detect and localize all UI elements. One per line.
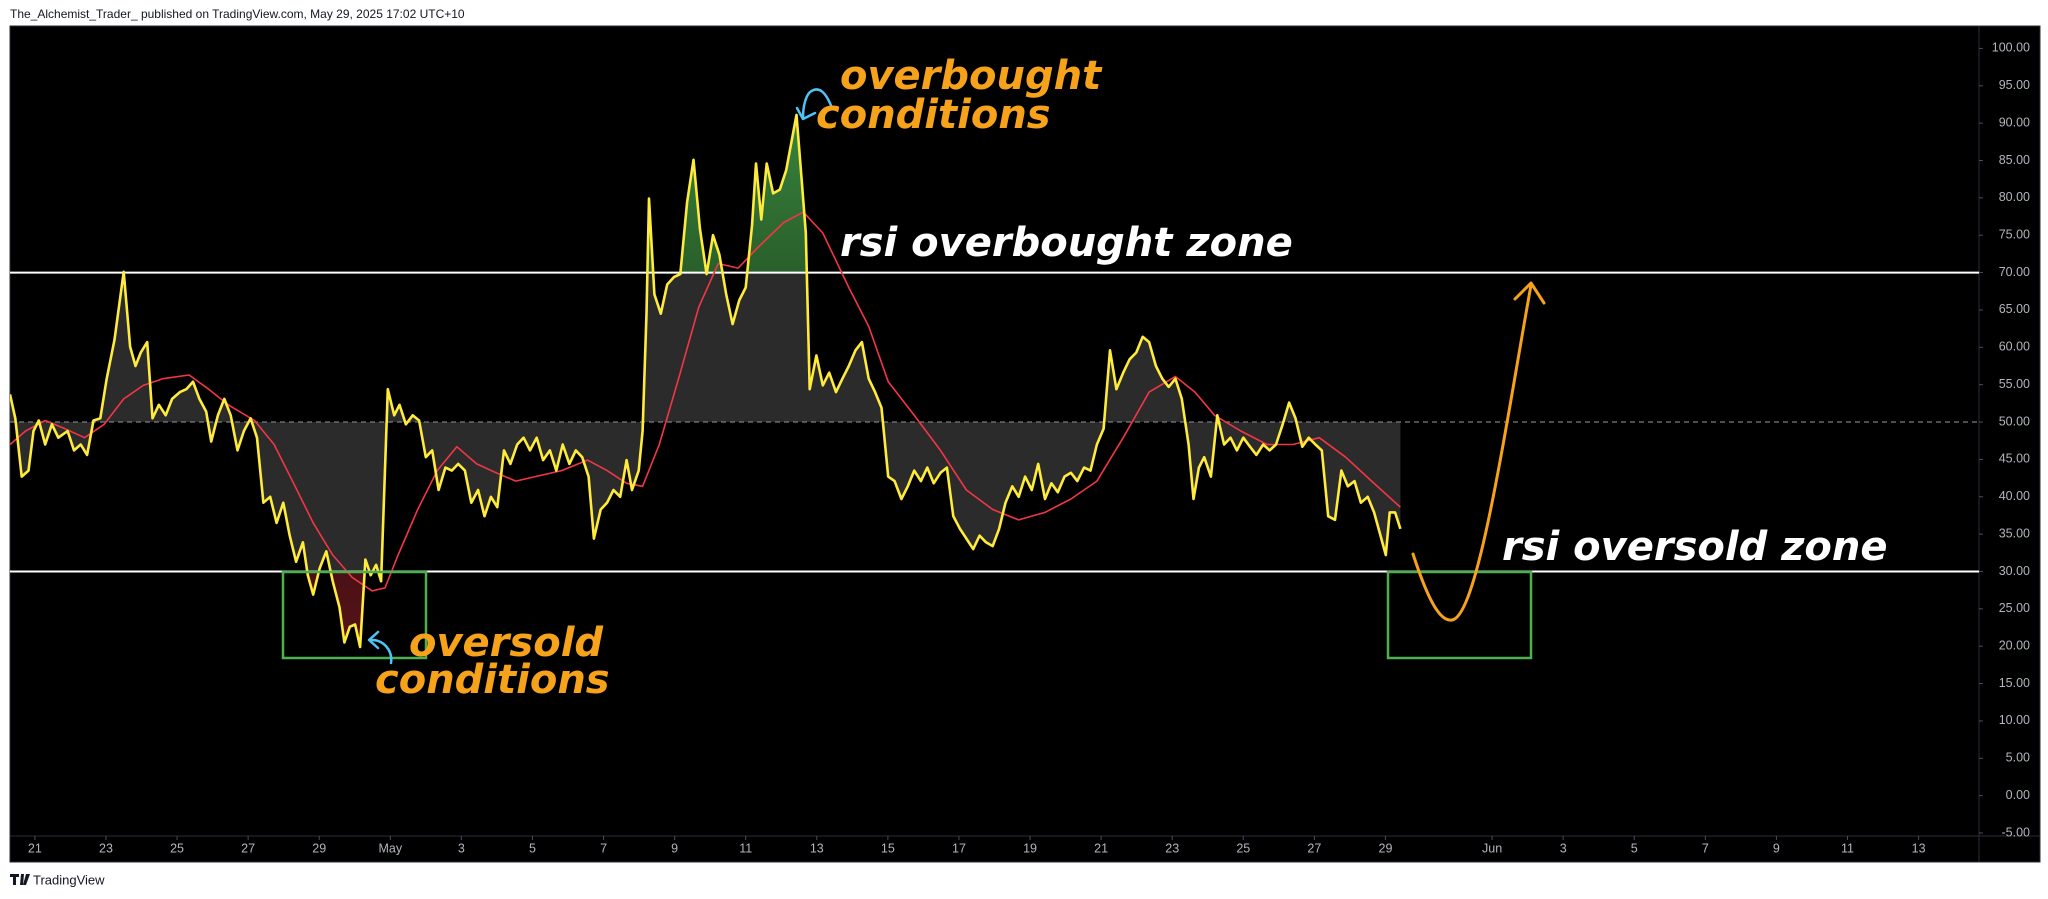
- annotation-text: conditions: [816, 92, 1051, 138]
- x-tick-label: 7: [600, 841, 607, 855]
- y-tick-label: 90.00: [1999, 115, 2030, 129]
- drawings: [281, 88, 1546, 665]
- x-tick-label: 27: [1307, 841, 1321, 855]
- oversold-box: [1386, 570, 1533, 660]
- line-layer: [10, 113, 1402, 649]
- y-tick-label: 45.00: [1999, 452, 2030, 466]
- brand-logo: [10, 874, 30, 885]
- x-tick-label: 25: [170, 841, 184, 855]
- header-text: The_Alchemist_Trader_ published on Tradi…: [10, 7, 465, 21]
- y-tick-label: 30.00: [1999, 564, 2030, 578]
- y-tick-label: 5.00: [2006, 751, 2030, 765]
- x-tick-label: 29: [312, 841, 326, 855]
- x-tick-label: 23: [99, 841, 113, 855]
- y-tick-label: 55.00: [1999, 377, 2030, 391]
- x-tick-label: Jun: [1482, 841, 1502, 855]
- projection-arrow: [1411, 283, 1533, 622]
- y-tick-label: 25.00: [1999, 601, 2030, 615]
- pointer-arrow: [367, 630, 393, 665]
- arrow-head: [1513, 281, 1546, 305]
- y-tick-label: -5.00: [2002, 825, 2031, 839]
- y-tick-label: 40.00: [1999, 489, 2030, 503]
- x-tick-label: 15: [881, 841, 895, 855]
- y-tick-label: 85.00: [1999, 153, 2030, 167]
- x-tick-label: 13: [1912, 841, 1926, 855]
- series-line: [10, 113, 1402, 649]
- x-tick-label: May: [378, 841, 402, 855]
- annotation-text: oversold: [409, 620, 603, 666]
- x-tick-label: 5: [1631, 841, 1638, 855]
- x-tick-label: 13: [810, 841, 824, 855]
- x-tick-label: 25: [1236, 841, 1250, 855]
- y-tick-label: 75.00: [1999, 228, 2030, 242]
- y-tick-label: 35.00: [1999, 526, 2030, 540]
- x-tick-label: 17: [952, 841, 966, 855]
- y-tick-label: 70.00: [1999, 265, 2030, 279]
- series-line: [10, 211, 1401, 592]
- x-tick-label: 19: [1023, 841, 1037, 855]
- x-tick-label: 23: [1165, 841, 1179, 855]
- y-tick-label: 15.00: [1999, 676, 2030, 690]
- y-tick-label: 0.00: [2006, 788, 2030, 802]
- annotation-text: conditions: [375, 657, 610, 703]
- y-tick-label: 60.00: [1999, 340, 2030, 354]
- annotation-text: rsi oversold zone: [1502, 524, 1888, 570]
- axis-layer: 100.0095.0090.0085.0080.0075.0070.0065.0…: [28, 41, 2030, 856]
- y-tick-label: 65.00: [1999, 302, 2030, 316]
- x-tick-label: 3: [1560, 841, 1567, 855]
- brand: TradingView: [10, 872, 105, 887]
- brand-name: TradingView: [33, 872, 105, 887]
- x-tick-label: 3: [458, 841, 465, 855]
- x-tick-label: 21: [1094, 841, 1108, 855]
- pointer-arrow: [795, 88, 834, 121]
- y-tick-label: 20.00: [1999, 638, 2030, 652]
- x-tick-label: 9: [1773, 841, 1780, 855]
- annotation-text: rsi overbought zone: [840, 220, 1293, 266]
- x-tick-label: 5: [529, 841, 536, 855]
- y-tick-label: 100.00: [1992, 41, 2030, 55]
- y-tick-label: 50.00: [1999, 414, 2030, 428]
- annotation-text: overbought: [840, 53, 1103, 99]
- y-tick-label: 80.00: [1999, 190, 2030, 204]
- x-tick-label: 21: [28, 841, 42, 855]
- x-tick-label: 9: [671, 841, 678, 855]
- x-tick-label: 27: [241, 841, 255, 855]
- y-tick-label: 95.00: [1999, 78, 2030, 92]
- oversold-box: [281, 570, 428, 660]
- x-tick-label: 7: [1702, 841, 1709, 855]
- x-tick-label: 29: [1379, 841, 1393, 855]
- y-tick-label: 10.00: [1999, 713, 2030, 727]
- x-tick-label: 11: [739, 841, 752, 855]
- x-tick-label: 11: [1841, 841, 1854, 855]
